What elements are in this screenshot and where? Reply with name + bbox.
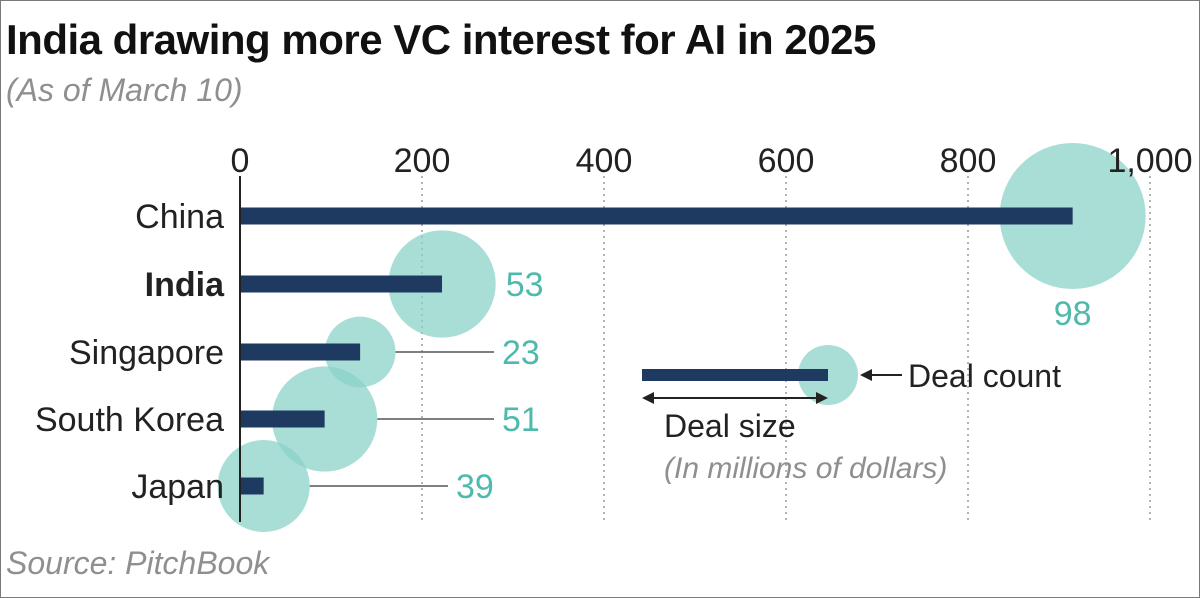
x-tick-label: 400 <box>576 142 633 180</box>
deal-size-bar <box>240 275 443 293</box>
deal-size-bars <box>240 207 1073 495</box>
legend-size-arrow-right <box>816 392 828 404</box>
chart-subtitle: (As of March 10) <box>6 72 243 108</box>
deal-count-label: 23 <box>502 334 540 372</box>
deal-size-bar <box>240 343 361 361</box>
deal-size-bar <box>240 477 264 495</box>
category-label: China <box>135 198 224 236</box>
category-label: South Korea <box>35 401 224 439</box>
legend: Deal count Deal size (In millions of dolla… <box>642 345 1061 485</box>
category-label: India <box>145 266 225 304</box>
legend-size-arrow-left <box>642 392 654 404</box>
deal-count-label: 39 <box>456 468 494 506</box>
deal-size-bar <box>240 410 325 428</box>
legend-units-label: (In millions of dollars) <box>664 452 947 485</box>
deal-count-label: 51 <box>502 401 540 439</box>
legend-bar <box>642 369 828 381</box>
category-label: Singapore <box>69 334 224 372</box>
x-tick-label: 800 <box>940 142 997 180</box>
x-tick-label: 0 <box>231 142 250 180</box>
leader-lines <box>309 351 494 487</box>
labels: 0 200 400 600 800 1,000 China 98 India 53 Singapor… <box>35 142 1193 506</box>
deal-size-bar <box>240 207 1073 225</box>
source-note: Source: PitchBook <box>6 545 270 581</box>
x-tick-label: 1,000 <box>1107 142 1192 180</box>
legend-deal-count-label: Deal count <box>908 358 1061 394</box>
chart-title: India drawing more VC interest for AI in… <box>6 16 876 63</box>
x-tick-label: 600 <box>758 142 815 180</box>
x-tick-label: 200 <box>394 142 451 180</box>
legend-arrow-head <box>860 369 872 381</box>
category-label: Japan <box>131 468 224 506</box>
legend-deal-size-label: Deal size <box>664 408 796 444</box>
deal-count-label: 53 <box>506 266 544 304</box>
deal-count-label: 98 <box>1054 295 1092 333</box>
